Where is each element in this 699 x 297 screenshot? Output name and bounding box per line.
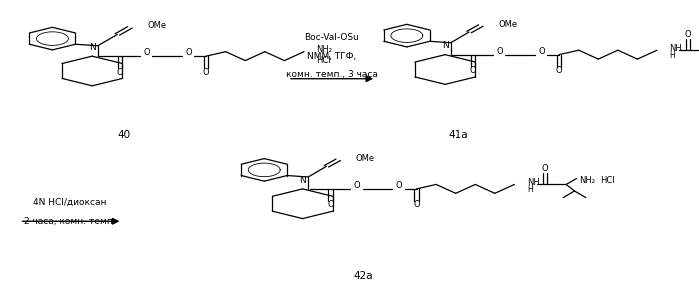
- Text: O: O: [203, 68, 210, 77]
- Text: O: O: [538, 47, 545, 56]
- Text: N: N: [89, 43, 96, 52]
- Text: OMe: OMe: [498, 20, 517, 29]
- Text: комн. темп., 3 часа: комн. темп., 3 часа: [286, 70, 378, 79]
- Text: 42a: 42a: [354, 271, 373, 281]
- Text: O: O: [117, 68, 124, 77]
- Text: O: O: [496, 47, 503, 56]
- Text: O: O: [185, 48, 192, 57]
- Text: 2 часа, комн. темп.: 2 часа, комн. темп.: [24, 217, 116, 226]
- Text: HCl: HCl: [600, 176, 614, 185]
- Text: O: O: [413, 200, 420, 209]
- Text: NMM, ТГФ,: NMM, ТГФ,: [308, 52, 356, 61]
- Text: OMe: OMe: [356, 154, 375, 163]
- Text: 40: 40: [118, 130, 131, 140]
- Text: O: O: [684, 30, 691, 39]
- Text: H: H: [527, 185, 533, 194]
- Text: O: O: [354, 181, 361, 190]
- Text: NH: NH: [670, 44, 682, 53]
- Text: NH₂: NH₂: [317, 45, 333, 54]
- Text: OMe: OMe: [147, 21, 166, 30]
- Text: 4N HCl/диоксан: 4N HCl/диоксан: [33, 198, 107, 206]
- Text: Boc-Val-OSu: Boc-Val-OSu: [305, 33, 359, 42]
- Text: NH: NH: [527, 178, 540, 187]
- Text: O: O: [470, 66, 477, 75]
- Text: O: O: [143, 48, 150, 57]
- Text: N: N: [442, 42, 449, 50]
- Text: HCl: HCl: [317, 56, 331, 65]
- Text: O: O: [327, 200, 334, 209]
- Text: NH₂: NH₂: [579, 176, 595, 185]
- Text: O: O: [396, 181, 403, 190]
- Text: H: H: [670, 51, 675, 60]
- Text: N: N: [299, 176, 306, 185]
- Text: 41a: 41a: [448, 130, 468, 140]
- Text: O: O: [556, 66, 563, 75]
- Text: O: O: [542, 165, 549, 173]
